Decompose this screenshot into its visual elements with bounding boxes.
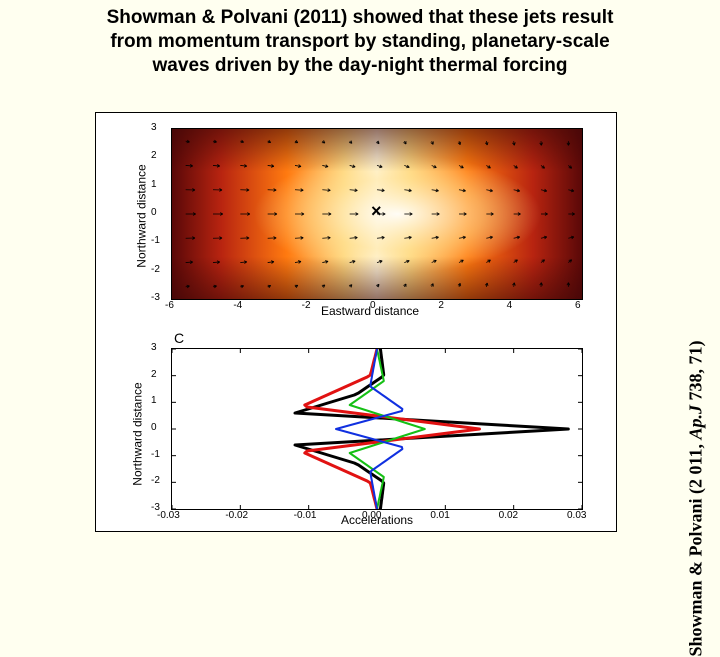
lineplot-ytick: 0 — [151, 422, 157, 433]
citation-text: Showman & Polvani (2 011, Ap.J 738, 71) — [686, 341, 707, 657]
heatmap-xtick: 0 — [370, 300, 376, 311]
heatmap-xtick: -4 — [233, 300, 242, 311]
heatmap-xtick: -6 — [165, 300, 174, 311]
lineplot-ytick: 3 — [151, 342, 157, 353]
heatmap-xtick: -2 — [302, 300, 311, 311]
heatmap-ytick: 0 — [151, 207, 157, 218]
lineplot-xtick: 0.03 — [567, 510, 586, 521]
heatmap-xtick: 6 — [575, 300, 581, 311]
heatmap-ytick: -3 — [151, 292, 160, 303]
heatmap-xtick: 4 — [507, 300, 513, 311]
heatmap-ytick: -2 — [151, 264, 160, 275]
lineplot-xtick: 0.00 — [362, 510, 381, 521]
lineplot-ytick: 2 — [151, 369, 157, 380]
substellar-cross-icon: × — [371, 201, 382, 222]
lineplot-xtick: 0.02 — [499, 510, 518, 521]
title-line-3: waves driven by the day-night thermal fo… — [153, 55, 568, 76]
lineplot-xtick: 0.01 — [430, 510, 449, 521]
lineplot-ytick: 1 — [151, 395, 157, 406]
citation-part2: 738, 71) — [686, 341, 706, 406]
heatmap-xtick: 2 — [438, 300, 444, 311]
citation-part1: Showman & Polvani (2 011, — [686, 440, 706, 657]
lineplot-xtick: -0.01 — [294, 510, 317, 521]
heatmap-ytick: 1 — [151, 179, 157, 190]
lineplot-ytick: -2 — [151, 475, 160, 486]
title-line-1: Showman & Polvani (2011) showed that the… — [107, 7, 614, 28]
lineplot-xtick: -0.02 — [225, 510, 248, 521]
heatmap-ytick: -1 — [151, 235, 160, 246]
lineplot-panel — [171, 348, 583, 510]
heatmap-panel: × — [171, 128, 583, 300]
title-line-2: from momentum transport by standing, pla… — [110, 31, 609, 52]
lineplot-ytick: -1 — [151, 449, 160, 460]
panel-letter: C — [174, 330, 184, 346]
slide-title: Showman & Polvani (2011) showed that the… — [0, 0, 720, 81]
lineplot-ylabel: Northward distance — [131, 382, 145, 485]
lineplot-xtick: -0.03 — [157, 510, 180, 521]
lineplot-ytick: -3 — [151, 502, 160, 513]
lineplot-svg — [172, 349, 582, 509]
citation-journal: Ap.J — [686, 405, 706, 440]
heatmap-ytick: 3 — [151, 122, 157, 133]
heatmap-ylabel: Northward distance — [135, 164, 149, 267]
heatmap-ytick: 2 — [151, 150, 157, 161]
figure-container: × Northward distance Eastward distance -… — [95, 112, 617, 532]
